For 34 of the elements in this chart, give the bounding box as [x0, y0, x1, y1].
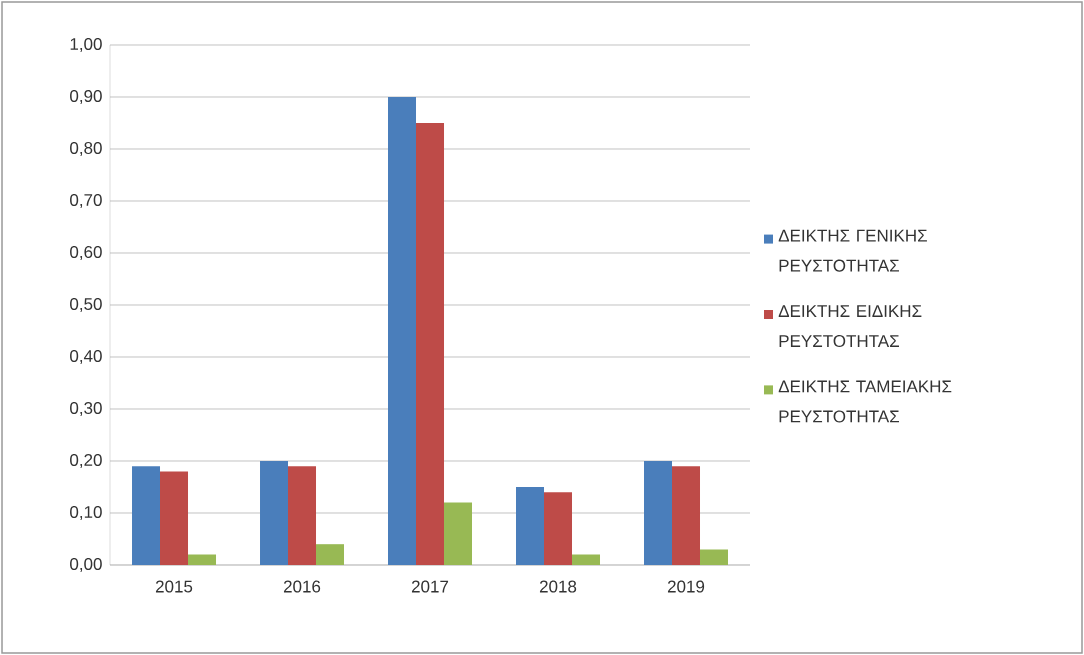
- y-tick-label: 0,60: [70, 245, 102, 261]
- bar: [260, 460, 289, 565]
- bar: [160, 471, 189, 565]
- y-tick-label: 0,30: [70, 401, 102, 417]
- y-tick-label: 0,90: [70, 89, 102, 105]
- bar: [316, 544, 345, 565]
- y-tick-label: 0,10: [70, 505, 102, 521]
- x-tick-label: 2015: [155, 580, 193, 593]
- y-tick-label: 1,00: [70, 37, 102, 53]
- bar: [388, 96, 417, 565]
- bar: [188, 554, 217, 565]
- bar: [416, 122, 445, 565]
- legend-label: ΔΕΙΚΤΗΣ ΤΑΜΕΙΑΚΗΣ ΡΕΥΣΤΟΤΗΤΑΣ: [778, 380, 952, 423]
- x-tick-label: 2016: [283, 580, 321, 593]
- bar: [444, 502, 473, 565]
- bar: [644, 460, 672, 565]
- x-tick-label: 2018: [539, 580, 577, 593]
- bar: [672, 466, 701, 565]
- x-tick-label: 2019: [667, 580, 705, 593]
- legend-label: ΔΕΙΚΤΗΣ ΓΕΝΙΚΗΣ ΡΕΥΣΤΟΤΗΤΑΣ: [778, 229, 927, 272]
- legend-label: ΔΕΙΚΤΗΣ ΕΙΔΙΚΗΣ ΡΕΥΣΤΟΤΗΤΑΣ: [778, 305, 922, 348]
- y-tick-label: 0,40: [70, 349, 102, 365]
- y-tick-label: 0,00: [70, 557, 102, 573]
- bar: [516, 486, 545, 565]
- y-tick-label: 0,50: [70, 297, 102, 313]
- x-tick-label: 2017: [411, 580, 449, 593]
- bar: [288, 466, 317, 565]
- bar: [572, 554, 601, 565]
- y-tick-label: 0,70: [70, 193, 102, 209]
- y-tick-label: 0,20: [70, 453, 102, 469]
- y-tick-label: 0,80: [70, 141, 102, 157]
- bar: [544, 492, 573, 565]
- bar: [700, 549, 729, 565]
- bar: [132, 466, 161, 565]
